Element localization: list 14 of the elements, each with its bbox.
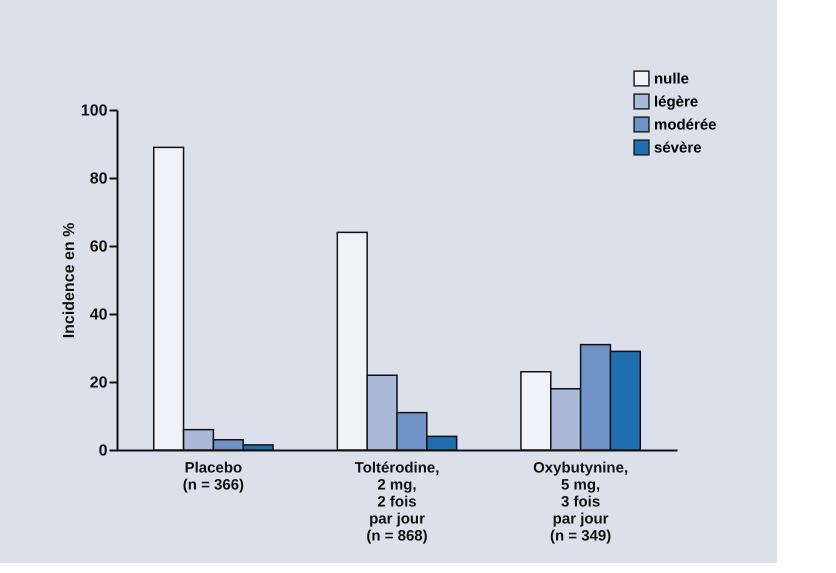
legend-label: légère (654, 94, 698, 110)
legend-label: sévère (654, 140, 702, 156)
legend-label: nulle (654, 70, 690, 88)
legend-label: modérée (654, 116, 717, 134)
y-tick-label: 100 (80, 102, 108, 120)
y-tick-label: 80 (90, 170, 108, 188)
x-tick-label: Oxybutynine, 5 mg, 3 fois par jour (n = 349) (533, 460, 628, 544)
y-axis-title: Incidence en % (60, 222, 78, 338)
y-tick-label: 40 (90, 306, 108, 324)
y-tick-label: 60 (90, 238, 108, 256)
y-tick-label: 0 (98, 442, 108, 460)
y-tick-label: 20 (90, 374, 108, 392)
x-tick-label: Placebo (n = 366) (182, 460, 244, 494)
x-tick-label: Toltérodine, 2 mg, 2 fois par jour (n = 868) (354, 460, 440, 544)
